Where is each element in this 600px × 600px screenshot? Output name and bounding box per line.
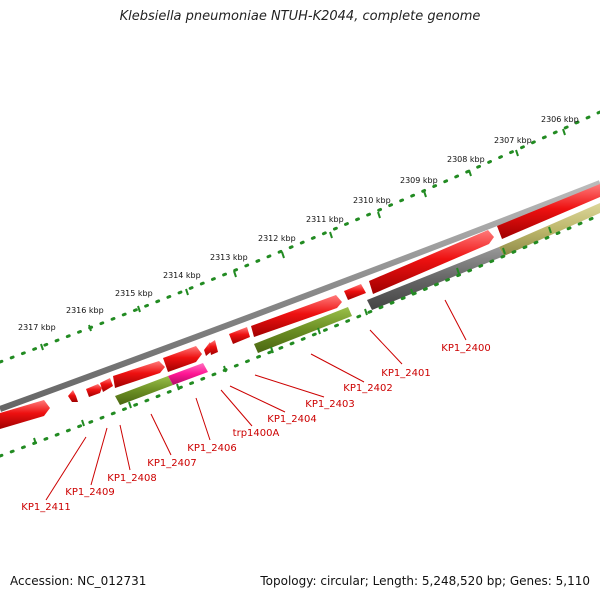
gene-block-kp1-2406 bbox=[163, 346, 202, 372]
scale-label: 2307 kbp bbox=[494, 136, 532, 145]
leader-line bbox=[369, 329, 403, 365]
gene-block bbox=[209, 340, 218, 355]
gene-label-trp1400a: trp1400A bbox=[233, 428, 280, 439]
gene-block-kp1-2411 bbox=[0, 400, 50, 429]
gene-block bbox=[68, 390, 78, 402]
leader-line bbox=[45, 436, 87, 501]
genome-backbone bbox=[0, 180, 600, 412]
scale-tick bbox=[128, 401, 132, 409]
scale-tick bbox=[270, 346, 274, 354]
scale-tick bbox=[364, 308, 368, 316]
scale-tick bbox=[468, 169, 472, 177]
outer-scale-ticks bbox=[40, 128, 566, 351]
scale-label: 2313 kbp bbox=[210, 253, 248, 262]
leader-line bbox=[150, 413, 172, 456]
leader-line bbox=[119, 424, 131, 471]
scale-label: 2312 kbp bbox=[258, 234, 296, 243]
gene-label-kp1-2403: KP1_2403 bbox=[305, 399, 354, 410]
genome-summary-label: Topology: circular; Length: 5,248,520 bp… bbox=[260, 574, 590, 588]
gene-block-olive-left bbox=[115, 376, 173, 405]
scale-tick bbox=[33, 437, 37, 445]
accession-label: Accession: NC_012731 bbox=[10, 574, 147, 588]
gene-block-kp1-2400 bbox=[497, 184, 600, 239]
scale-tick bbox=[88, 324, 92, 332]
reverse-strand-genes bbox=[115, 203, 600, 405]
leader-line bbox=[195, 397, 211, 441]
gene-block-kp1-2402 bbox=[344, 284, 366, 300]
scale-label: 2308 kbp bbox=[447, 155, 485, 164]
scale-tick bbox=[515, 149, 519, 157]
gene-block-kp1-2403 bbox=[251, 295, 342, 337]
gene-label-kp1-2400: KP1_2400 bbox=[441, 343, 490, 354]
inner-scale-track bbox=[0, 213, 600, 458]
leader-line bbox=[229, 385, 286, 413]
scale-tick bbox=[176, 383, 180, 391]
scale-label: 2317 kbp bbox=[18, 323, 56, 332]
leader-line bbox=[254, 374, 325, 398]
outer-scale-track bbox=[0, 110, 600, 364]
scale-tick bbox=[40, 343, 44, 351]
scale-tick bbox=[377, 211, 381, 219]
gene-block-kp1-2409 bbox=[86, 384, 102, 397]
forward-strand-genes bbox=[0, 184, 600, 429]
gene-label-kp1-2404: KP1_2404 bbox=[267, 414, 316, 425]
scale-tick bbox=[329, 231, 333, 239]
gene-label-kp1-2407: KP1_2407 bbox=[147, 458, 196, 469]
leader-line bbox=[220, 389, 253, 427]
gene-block-kp1-2404 bbox=[229, 327, 250, 344]
scale-tick bbox=[423, 190, 427, 198]
label-leader-lines bbox=[45, 299, 467, 501]
scale-tick bbox=[456, 267, 460, 275]
scale-tick bbox=[81, 419, 85, 427]
gene-label-kp1-2401: KP1_2401 bbox=[381, 368, 430, 379]
gene-block-olive-right bbox=[254, 307, 352, 353]
leader-line bbox=[310, 353, 365, 383]
scale-tick bbox=[562, 128, 566, 136]
gene-block-magenta bbox=[168, 363, 208, 385]
scale-tick bbox=[185, 288, 189, 296]
scale-tick bbox=[223, 365, 227, 373]
gene-block-kp1-2401 bbox=[369, 230, 494, 294]
gene-block-kp1-2408 bbox=[100, 378, 113, 392]
gene-label-kp1-2411: KP1_2411 bbox=[21, 502, 70, 513]
scale-tick bbox=[410, 288, 414, 296]
gene-label-kp1-2402: KP1_2402 bbox=[343, 383, 392, 394]
scale-tick bbox=[317, 327, 321, 335]
scale-label: 2314 kbp bbox=[163, 271, 201, 280]
map-title: Klebsiella pneumoniae NTUH-K2044, comple… bbox=[119, 9, 481, 24]
scale-tick bbox=[548, 226, 552, 234]
scale-tick bbox=[137, 305, 141, 313]
scale-tick bbox=[281, 251, 285, 259]
scale-label: 2306 kbp bbox=[541, 115, 579, 124]
scale-label: 2315 kbp bbox=[115, 289, 153, 298]
leader-line bbox=[444, 299, 467, 341]
scale-tick bbox=[233, 270, 237, 278]
scale-label: 2310 kbp bbox=[353, 196, 391, 205]
gene-block-kp1-2407 bbox=[113, 361, 165, 388]
gene-label-kp1-2408: KP1_2408 bbox=[107, 473, 156, 484]
leader-line bbox=[90, 427, 108, 486]
scale-tick bbox=[502, 247, 506, 255]
scale-label: 2309 kbp bbox=[400, 176, 438, 185]
scale-label: 2311 kbp bbox=[306, 215, 344, 224]
gene-block-gray bbox=[367, 247, 504, 310]
gene-label-kp1-2409: KP1_2409 bbox=[65, 487, 114, 498]
inner-scale-ticks bbox=[33, 226, 552, 445]
scale-label: 2316 kbp bbox=[66, 306, 104, 315]
gene-label-kp1-2406: KP1_2406 bbox=[187, 443, 236, 454]
